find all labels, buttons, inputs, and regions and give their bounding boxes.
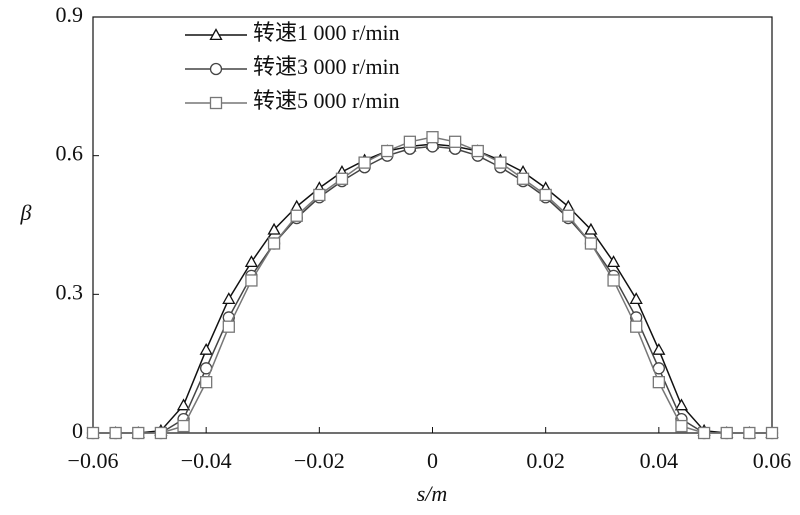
marker [765,426,779,440]
marker [720,426,733,440]
marker [607,274,620,287]
y-tick-label: 0 [72,418,83,443]
marker [200,376,213,389]
x-tick-label: −0.04 [181,448,232,473]
marker [154,426,168,440]
legend-label: 转速3 000 r/min [253,54,400,79]
plot-frame [92,16,773,434]
marker [448,135,462,148]
legend-label: 转速5 000 r/min [253,88,400,113]
marker [471,144,484,158]
marker [290,209,303,222]
marker [652,342,666,355]
marker [199,342,213,355]
marker [539,188,552,202]
marker [743,426,756,440]
marker [494,156,507,169]
series-line [93,136,772,434]
marker [629,292,643,305]
x-axis-label: s/m [417,481,448,506]
marker [674,398,689,411]
marker [176,398,191,411]
marker [267,237,281,250]
marker [358,156,371,169]
x-tick-label: 0 [427,448,438,473]
marker [335,172,349,185]
marker [630,320,643,333]
marker [177,419,190,433]
series-line [93,145,772,434]
y-tick-label: 0.9 [56,2,84,27]
marker [313,188,326,202]
marker [86,426,100,440]
marker [516,172,530,185]
x-tick-label: 0.04 [640,448,679,473]
y-axis-label: β [20,200,32,225]
marker [675,419,688,433]
marker [209,28,223,41]
marker [132,426,145,440]
marker [245,274,258,287]
x-tick-label: 0.02 [526,448,565,473]
series-line [93,143,772,434]
marker [381,144,394,158]
marker [584,222,598,235]
marker [562,209,575,222]
x-tick-label: −0.02 [294,448,345,473]
marker [244,255,259,268]
y-tick-label: 0.6 [56,141,84,166]
marker [584,237,598,250]
x-tick-label: 0.06 [753,448,792,473]
marker [222,292,236,305]
legend-label: 转速1 000 r/min [253,20,400,45]
marker [222,320,235,333]
x-tick-label: −0.06 [68,448,119,473]
y-tick-label: 0.3 [56,279,84,304]
marker [267,222,281,235]
marker [209,96,223,110]
marker [697,426,711,440]
marker [209,62,223,76]
marker [606,255,621,268]
marker [109,426,122,440]
marker [403,135,417,148]
marker [652,376,665,389]
marker [426,131,439,144]
